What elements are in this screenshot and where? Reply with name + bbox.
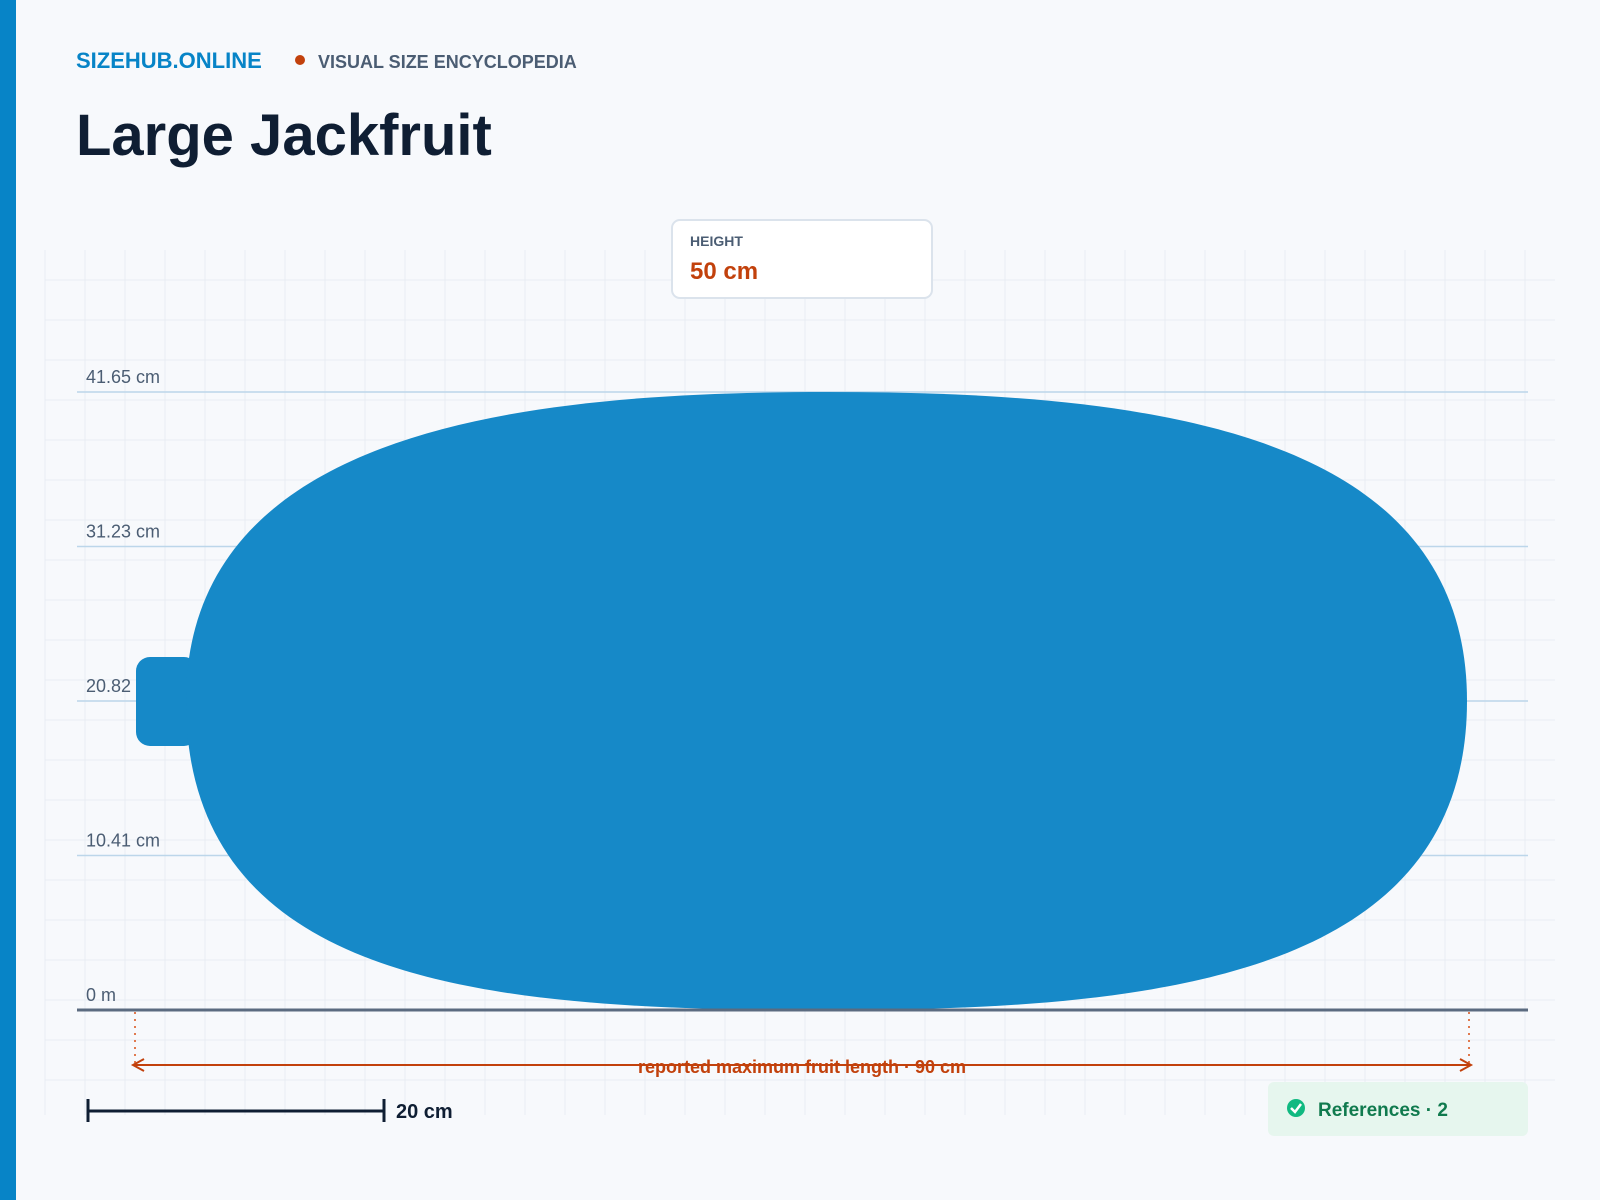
separator-dot (295, 55, 305, 65)
references-badge[interactable] (1268, 1082, 1528, 1136)
accent-bar (0, 0, 16, 1200)
axis-label: 10.41 cm (86, 831, 160, 851)
axis-label: 0 m (86, 985, 116, 1005)
axis-label: 41.65 cm (86, 367, 160, 387)
check-mark (1290, 1103, 1302, 1114)
length-annotation: reported maximum fruit length · 90 cm (638, 1057, 966, 1077)
fruit-stem (136, 657, 198, 746)
page-title: Large Jackfruit (76, 103, 492, 168)
scale-bar-label: 20 cm (396, 1101, 453, 1123)
check-icon (1287, 1099, 1305, 1117)
scale-bar (86, 1099, 386, 1122)
section-name: VISUAL SIZE ENCYCLOPEDIA (318, 52, 577, 72)
site-name[interactable]: SIZEHUB.ONLINE (76, 48, 262, 73)
fruit-silhouette (186, 392, 1467, 1010)
height-value: 50 cm (690, 258, 758, 285)
length-arrows (130, 1058, 1474, 1072)
height-label: HEIGHT (690, 233, 743, 249)
height-card (671, 219, 933, 299)
axis-label: 31.23 cm (86, 522, 160, 542)
references-label[interactable]: References · 2 (1318, 1100, 1448, 1121)
